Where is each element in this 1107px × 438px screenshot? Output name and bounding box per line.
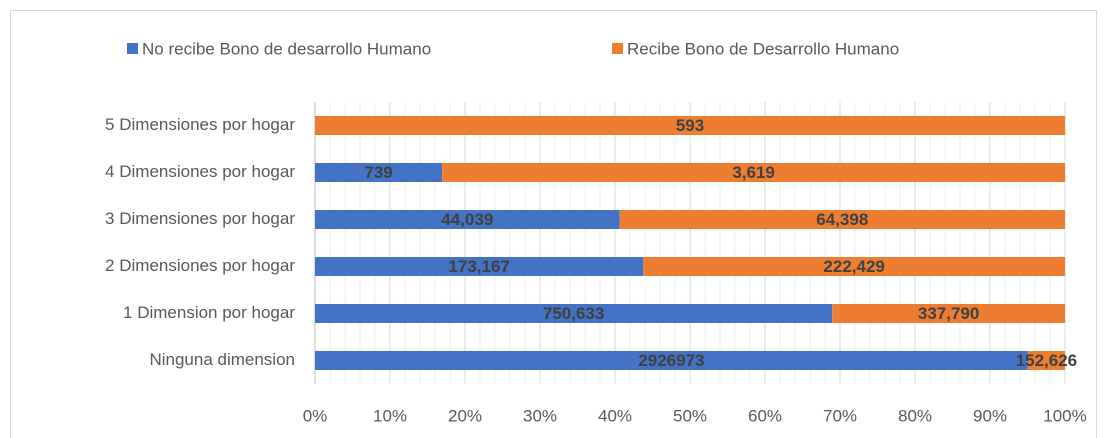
bar-segment [315, 351, 1028, 370]
data-label: 222,429 [823, 257, 884, 276]
bar-segment [315, 210, 620, 229]
data-label: 739 [364, 163, 392, 182]
y-tick-label: Ninguna dimension [149, 350, 295, 369]
data-label: 152,626 [1016, 351, 1077, 370]
bar-segment [442, 163, 1065, 182]
x-tick-label: 30% [523, 406, 557, 425]
y-tick-label: 3 Dimensiones por hogar [105, 209, 295, 228]
legend-label: Recibe Bono de Desarrollo Humano [627, 39, 899, 58]
x-tick-label: 90% [973, 406, 1007, 425]
data-label: 44,039 [441, 210, 493, 229]
x-tick-label: 10% [373, 406, 407, 425]
data-label: 2926973 [638, 351, 704, 370]
data-label: 64,398 [816, 210, 868, 229]
data-label: 173,167 [448, 257, 509, 276]
y-tick-label: 4 Dimensiones por hogar [105, 162, 295, 181]
data-label: 593 [676, 116, 704, 135]
legend-swatch [127, 43, 138, 54]
x-tick-label: 100% [1043, 406, 1086, 425]
bar-segment [315, 163, 443, 182]
data-label: 337,790 [918, 304, 979, 323]
x-tick-label: 40% [598, 406, 632, 425]
bar-segment [315, 116, 1065, 135]
y-tick-label: 2 Dimensiones por hogar [105, 256, 295, 275]
x-tick-label: 60% [748, 406, 782, 425]
x-tick-label: 20% [448, 406, 482, 425]
data-label: 3,619 [732, 163, 775, 182]
y-tick-label: 5 Dimensiones por hogar [105, 115, 295, 134]
x-tick-label: 50% [673, 406, 707, 425]
bar-segment [832, 304, 1065, 323]
bar-segment [315, 257, 644, 276]
x-tick-label: 70% [823, 406, 857, 425]
bar-segment [619, 210, 1065, 229]
bar-segment [1027, 351, 1065, 370]
bar-segment [643, 257, 1065, 276]
bar-segment [315, 304, 833, 323]
legend-swatch [612, 43, 623, 54]
y-tick-label: 1 Dimension por hogar [123, 303, 295, 322]
x-tick-label: 0% [303, 406, 328, 425]
x-tick-label: 80% [898, 406, 932, 425]
data-label: 750,633 [543, 304, 604, 323]
legend-label: No recibe Bono de desarrollo Humano [142, 39, 431, 58]
